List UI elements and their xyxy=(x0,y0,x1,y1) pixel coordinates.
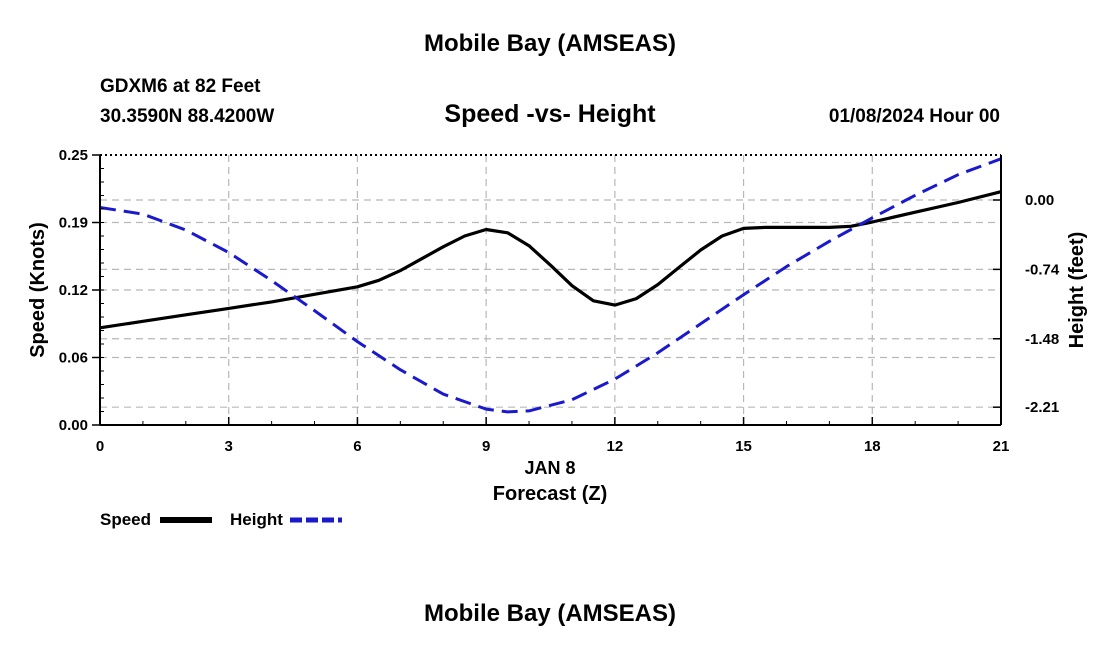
y-left-tick-label-2: 0.12 xyxy=(59,282,88,299)
y-left-tick-label-4: 0.25 xyxy=(59,147,88,164)
y-left-tick-label-1: 0.06 xyxy=(59,350,88,367)
x-tick-label-3: 9 xyxy=(482,438,490,455)
series-line-height xyxy=(99,157,1002,414)
y-axis-right-label: Height (feet) xyxy=(1066,232,1088,349)
legend-label-speed: Speed xyxy=(100,510,151,529)
x-tick-label-1: 3 xyxy=(225,438,233,455)
y-axis-left-label: Speed (Knots) xyxy=(27,222,49,358)
y-right-tick-label-0: 0.00 xyxy=(1025,192,1054,209)
y-left-tick-label-0: 0.00 xyxy=(59,417,88,434)
x-tick-label-2: 6 xyxy=(353,438,361,455)
chart-subtitle: Speed -vs- Height xyxy=(444,100,656,128)
forecast-datetime: 01/08/2024 Hour 00 xyxy=(828,106,1000,127)
chart-labels: JAN 8 Forecast (Z) Speed (Knots) Height … xyxy=(27,222,1088,505)
y-right-tick-label-2: -1.48 xyxy=(1025,331,1059,348)
chart-series xyxy=(99,157,1002,414)
x-tick-label-7: 21 xyxy=(993,438,1010,455)
page-title: Mobile Bay (AMSEAS) xyxy=(423,30,677,57)
chart-legend: Speed Height xyxy=(100,510,342,529)
x-tick-label-5: 15 xyxy=(735,438,752,455)
series-line-speed xyxy=(99,190,1002,330)
legend-label-height: Height xyxy=(230,510,283,529)
y-right-tick-label-1: -0.74 xyxy=(1025,261,1060,278)
x-tick-label-6: 18 xyxy=(864,438,881,455)
x-axis-label: Forecast (Z) xyxy=(493,483,607,505)
y-right-tick-label-3: -2.21 xyxy=(1025,399,1059,416)
coordinates-label: 30.3590N 88.4200W xyxy=(100,106,275,127)
y-left-tick-label-3: 0.19 xyxy=(59,215,88,232)
x-axis-date-label: JAN 8 xyxy=(524,458,575,478)
footer-title: Mobile Bay (AMSEAS) xyxy=(423,600,677,627)
x-tick-label-4: 12 xyxy=(607,438,624,455)
chart-ticks: 0 3 6 9 12 15 18 21 0.00 0.06 0.12 0.19 0.25 0.00 -0.7… xyxy=(59,147,1060,455)
station-label: GDXM6 at 82 Feet xyxy=(100,76,261,97)
x-tick-label-0: 0 xyxy=(96,438,104,455)
chart-grid xyxy=(100,155,1001,425)
